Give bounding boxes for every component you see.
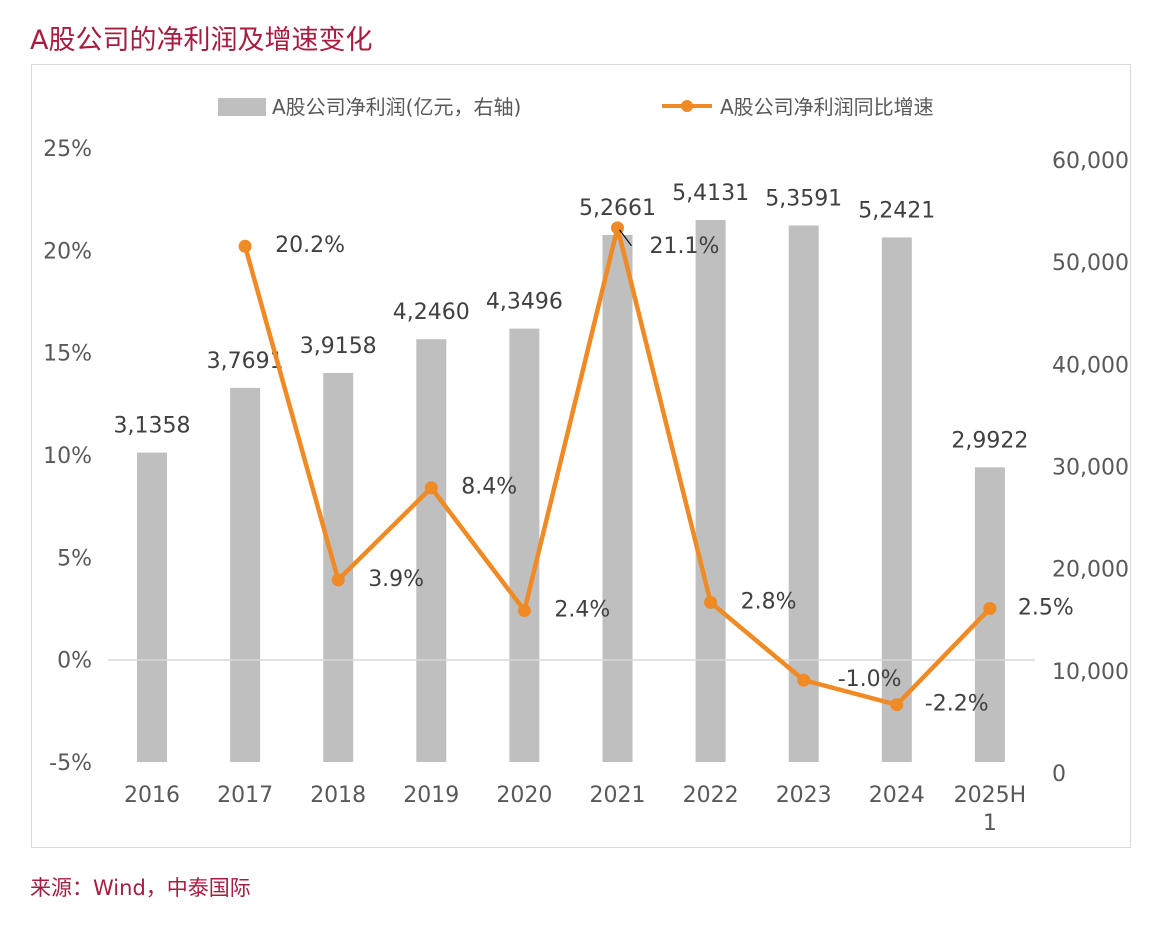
bar-value-label: 5,2421 bbox=[858, 198, 935, 223]
left-axis-tick: 5% bbox=[57, 546, 92, 571]
left-axis-tick: 0% bbox=[57, 649, 92, 674]
chart-frame bbox=[31, 64, 1131, 848]
bar-2024 bbox=[881, 237, 912, 762]
left-axis-tick: 15% bbox=[43, 342, 92, 367]
bar-value-label: 2,9922 bbox=[951, 428, 1028, 453]
right-axis-tick: 40,000 bbox=[1052, 353, 1129, 378]
bar-2022 bbox=[695, 219, 726, 763]
right-axis-tick: 0 bbox=[1052, 762, 1066, 787]
growth-value-label: 8.4% bbox=[461, 475, 517, 500]
growth-value-label: 2.4% bbox=[554, 598, 610, 623]
left-axis-tick: -5% bbox=[49, 751, 92, 776]
x-axis-label: 1 bbox=[983, 811, 997, 836]
growth-point-2023 bbox=[797, 673, 811, 687]
bar-value-label: 4,3496 bbox=[486, 290, 563, 315]
label-leader-line bbox=[619, 229, 632, 247]
growth-point-2025H1 bbox=[983, 602, 997, 615]
bar-2017 bbox=[230, 387, 261, 762]
right-axis-tick: 50,000 bbox=[1052, 251, 1129, 276]
growth-value-label: 3.9% bbox=[368, 567, 424, 592]
bar-2019 bbox=[416, 339, 447, 762]
growth-point-2024 bbox=[890, 698, 904, 712]
x-axis-label: 2016 bbox=[124, 783, 180, 808]
legend-line-marker bbox=[681, 100, 693, 112]
bar-value-label: 5,2661 bbox=[579, 196, 656, 221]
x-axis-label: 2021 bbox=[590, 783, 646, 808]
x-axis-label: 2018 bbox=[310, 783, 366, 808]
growth-point-2020 bbox=[517, 604, 531, 618]
left-axis-tick: 20% bbox=[43, 239, 92, 264]
x-axis-label: 2017 bbox=[217, 783, 273, 808]
x-axis-label: 2023 bbox=[776, 783, 832, 808]
growth-value-label: 20.2% bbox=[275, 233, 345, 258]
bar-2016 bbox=[137, 452, 167, 762]
growth-value-label: 2.8% bbox=[741, 589, 797, 614]
right-axis-tick: 60,000 bbox=[1052, 149, 1129, 174]
bar-value-label: 3,7691 bbox=[207, 349, 284, 374]
bar-2021 bbox=[602, 234, 633, 763]
growth-value-label: -2.2% bbox=[925, 692, 989, 717]
left-axis-tick: 25% bbox=[43, 137, 92, 162]
bar-value-label: 3,9158 bbox=[300, 334, 377, 359]
left-axis-tick: 10% bbox=[43, 444, 92, 469]
growth-point-2017 bbox=[238, 239, 252, 253]
bar-value-label: 4,2460 bbox=[393, 300, 470, 325]
right-axis-tick: 20,000 bbox=[1052, 558, 1129, 583]
x-axis-label: 2020 bbox=[496, 783, 552, 808]
bar-value-label: 3,1358 bbox=[114, 414, 191, 439]
source-note: 来源：Wind，中泰国际 bbox=[30, 876, 251, 900]
legend-bar-swatch bbox=[218, 98, 266, 116]
x-axis-label: 2019 bbox=[403, 783, 459, 808]
x-axis-label: 2025H bbox=[954, 783, 1027, 808]
growth-point-2022 bbox=[704, 595, 718, 609]
growth-value-label: 21.1% bbox=[650, 234, 720, 259]
bar-2020 bbox=[509, 328, 540, 762]
legend-line-label: A股公司净利润同比增速 bbox=[720, 95, 934, 119]
right-axis-tick: 10,000 bbox=[1052, 660, 1129, 685]
growth-value-label: 2.5% bbox=[1018, 596, 1074, 621]
growth-point-2018 bbox=[331, 573, 345, 587]
bar-value-label: 5,3591 bbox=[765, 186, 842, 211]
growth-value-label: -1.0% bbox=[838, 667, 902, 692]
bar-value-label: 5,4131 bbox=[672, 181, 749, 206]
growth-point-2019 bbox=[424, 481, 438, 495]
x-axis-label: 2022 bbox=[683, 783, 739, 808]
legend-bar-label: A股公司净利润(亿元，右轴) bbox=[272, 95, 521, 119]
chart-title: A股公司的净利润及增速变化 bbox=[30, 25, 373, 56]
right-axis-tick: 30,000 bbox=[1052, 456, 1129, 481]
x-axis-label: 2024 bbox=[869, 783, 925, 808]
